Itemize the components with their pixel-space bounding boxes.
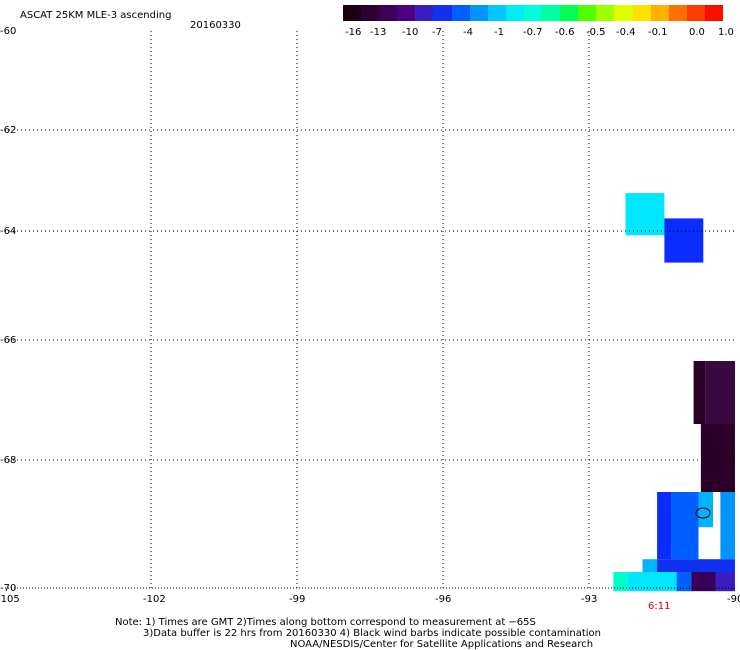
data-cell (691, 572, 716, 592)
data-cell (676, 572, 692, 592)
colorbar-swatch (614, 5, 633, 21)
note-line-3: NOAA/NESDIS/Center for Satellite Applica… (290, 639, 594, 650)
colorbar-label: -16 (345, 27, 362, 38)
colorbar-label: -7 (432, 27, 442, 38)
colorbar-label: 0.0 (689, 27, 705, 38)
colorbar-label: -4 (463, 27, 473, 38)
latitude-tick-label: -60 (0, 26, 17, 37)
data-cell (627, 572, 677, 592)
grid-layer (5, 31, 735, 589)
colorbar-swatch (596, 5, 615, 21)
colorbar-swatch (505, 5, 524, 21)
data-cell (693, 361, 706, 424)
colorbar-label: -1 (494, 27, 504, 38)
colorbar-swatch (704, 5, 723, 21)
colorbar-swatch (523, 5, 543, 21)
note-line-1: Note: 1) Times are GMT 2)Times along bot… (115, 617, 536, 628)
colorbar-label: -0.1 (648, 27, 668, 38)
colorbar-swatch (560, 5, 579, 21)
data-cell (625, 193, 665, 236)
data-cell (720, 492, 735, 560)
latitude-tick-label: -62 (0, 125, 17, 136)
longitude-tick-label: -102 (143, 594, 166, 605)
colorbar-label: -13 (370, 27, 387, 38)
data-cell (698, 492, 714, 528)
colorbar-label: -10 (402, 27, 419, 38)
longitude-tick-label: -105 (0, 594, 20, 605)
colorbar-label: -0.6 (555, 27, 575, 38)
data-cells-layer (613, 193, 735, 592)
data-cell (705, 361, 735, 424)
data-cell (664, 218, 704, 263)
time-label: 6:11 (648, 601, 671, 612)
map-date: 20160330 (190, 20, 241, 31)
longitude-tick-label: -93 (581, 594, 598, 605)
data-cell (713, 492, 721, 528)
colorbar-swatch (487, 5, 506, 21)
contamination-marker (695, 507, 711, 519)
map-title: ASCAT 25KM MLE-3 ascending (20, 10, 172, 21)
latitude-tick-label: -70 (0, 583, 17, 594)
colorbar-label: 1.0 (718, 27, 734, 38)
data-cell (642, 559, 658, 572)
colorbar-swatch (578, 5, 597, 21)
latitude-tick-label: -68 (0, 455, 17, 466)
data-cell (613, 572, 628, 592)
longitude-tick-label: -90 (727, 594, 740, 605)
colorbar-swatch (433, 5, 452, 21)
colorbar-swatch (542, 5, 561, 21)
longitude-tick-label: -96 (435, 594, 452, 605)
colorbar-label: -0.7 (523, 27, 543, 38)
colorbar-swatch (469, 5, 488, 21)
latitude-tick-label: -66 (0, 335, 17, 346)
longitude-tick-label: -99 (289, 594, 306, 605)
data-cell (715, 572, 735, 592)
colorbar (343, 5, 723, 21)
colorbar-swatch (451, 5, 470, 21)
colorbar-label: -0.4 (616, 27, 636, 38)
colorbar-swatch (397, 5, 416, 21)
data-cell (657, 492, 672, 560)
colorbar-swatch (361, 5, 380, 21)
colorbar-label: -0.5 (586, 27, 606, 38)
colorbar-swatch (650, 5, 669, 21)
colorbar-swatch (686, 5, 705, 21)
colorbar-swatch (415, 5, 434, 21)
note-line-2: 3)Data buffer is 22 hrs from 20160330 4)… (143, 628, 601, 639)
colorbar-swatch (632, 5, 651, 21)
colorbar-swatch (668, 5, 687, 21)
data-cell (657, 559, 735, 572)
data-cell (671, 492, 699, 560)
colorbar-swatch (343, 5, 362, 21)
latitude-tick-label: -64 (0, 226, 17, 237)
colorbar-swatch (379, 5, 398, 21)
